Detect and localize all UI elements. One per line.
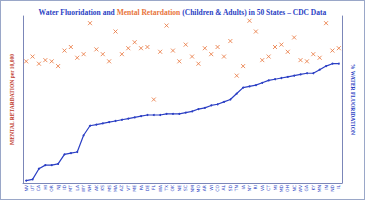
svg-text:CA: CA: [36, 184, 41, 191]
svg-text:(Children & Adults) in 50 Stat: (Children & Adults) in 50 States – CDC D…: [180, 8, 326, 17]
svg-text:NH: NH: [87, 185, 92, 192]
svg-text:WV: WV: [298, 184, 303, 192]
svg-text:AL: AL: [221, 185, 226, 191]
svg-text:AK: AK: [94, 184, 99, 191]
svg-text:SC: SC: [183, 185, 188, 191]
svg-text:Mental Retardation: Mental Retardation: [117, 8, 181, 17]
svg-text:MT: MT: [68, 185, 73, 192]
svg-text:MA: MA: [113, 184, 118, 192]
svg-text:MO: MO: [196, 185, 201, 193]
svg-text:NC: NC: [292, 185, 297, 192]
svg-text:TX: TX: [164, 185, 169, 192]
svg-text:NE: NE: [177, 185, 182, 191]
svg-text:OK: OK: [170, 184, 175, 192]
svg-text:IA: IA: [241, 184, 246, 189]
svg-text:UT: UT: [30, 185, 35, 191]
svg-text:FL: FL: [151, 185, 156, 191]
svg-text:VT: VT: [126, 185, 131, 191]
svg-text:OR: OR: [49, 185, 54, 192]
svg-text:MD: MD: [279, 184, 284, 192]
svg-text:OH: OH: [285, 185, 290, 192]
svg-text:HI: HI: [43, 185, 48, 190]
svg-text:and: and: [101, 8, 117, 17]
svg-text:MENTAL RETARDATION per 10,000: MENTAL RETARDATION per 10,000: [9, 54, 15, 145]
svg-text:PA: PA: [139, 184, 144, 190]
svg-text:ND: ND: [330, 184, 335, 191]
svg-text:DE: DE: [145, 185, 150, 191]
svg-text:SD: SD: [228, 184, 233, 191]
svg-text:AR: AR: [202, 185, 207, 191]
svg-text:NM: NM: [190, 185, 195, 192]
svg-text:WI: WI: [209, 185, 214, 191]
svg-text:VA: VA: [260, 184, 265, 191]
svg-text:KS: KS: [100, 185, 105, 191]
svg-text:Water Fluoridation: Water Fluoridation: [39, 8, 102, 17]
svg-text:IL: IL: [336, 185, 341, 189]
svg-text:NJ: NJ: [56, 185, 61, 190]
svg-text:ID: ID: [62, 184, 67, 189]
svg-text:MN: MN: [317, 185, 322, 192]
svg-text:GA: GA: [304, 184, 309, 191]
svg-text:AZ: AZ: [119, 185, 124, 191]
svg-text:NV: NV: [24, 184, 29, 191]
svg-text:MS: MS: [107, 185, 112, 192]
svg-text:WY: WY: [81, 185, 86, 192]
svg-text:ME: ME: [132, 185, 137, 192]
svg-text:IN: IN: [324, 185, 329, 190]
svg-text:MI: MI: [273, 185, 278, 190]
svg-text:KY: KY: [311, 185, 316, 191]
svg-text:TN: TN: [234, 185, 239, 192]
svg-text:RI: RI: [253, 185, 258, 189]
svg-text:CT: CT: [266, 185, 271, 191]
svg-text:CO: CO: [215, 185, 220, 192]
svg-text:LA: LA: [75, 184, 80, 191]
svg-text:% WATER FLUORIDATION: % WATER FLUORIDATION: [350, 64, 356, 135]
svg-text:NY: NY: [247, 185, 252, 191]
svg-text:WA: WA: [158, 184, 163, 192]
